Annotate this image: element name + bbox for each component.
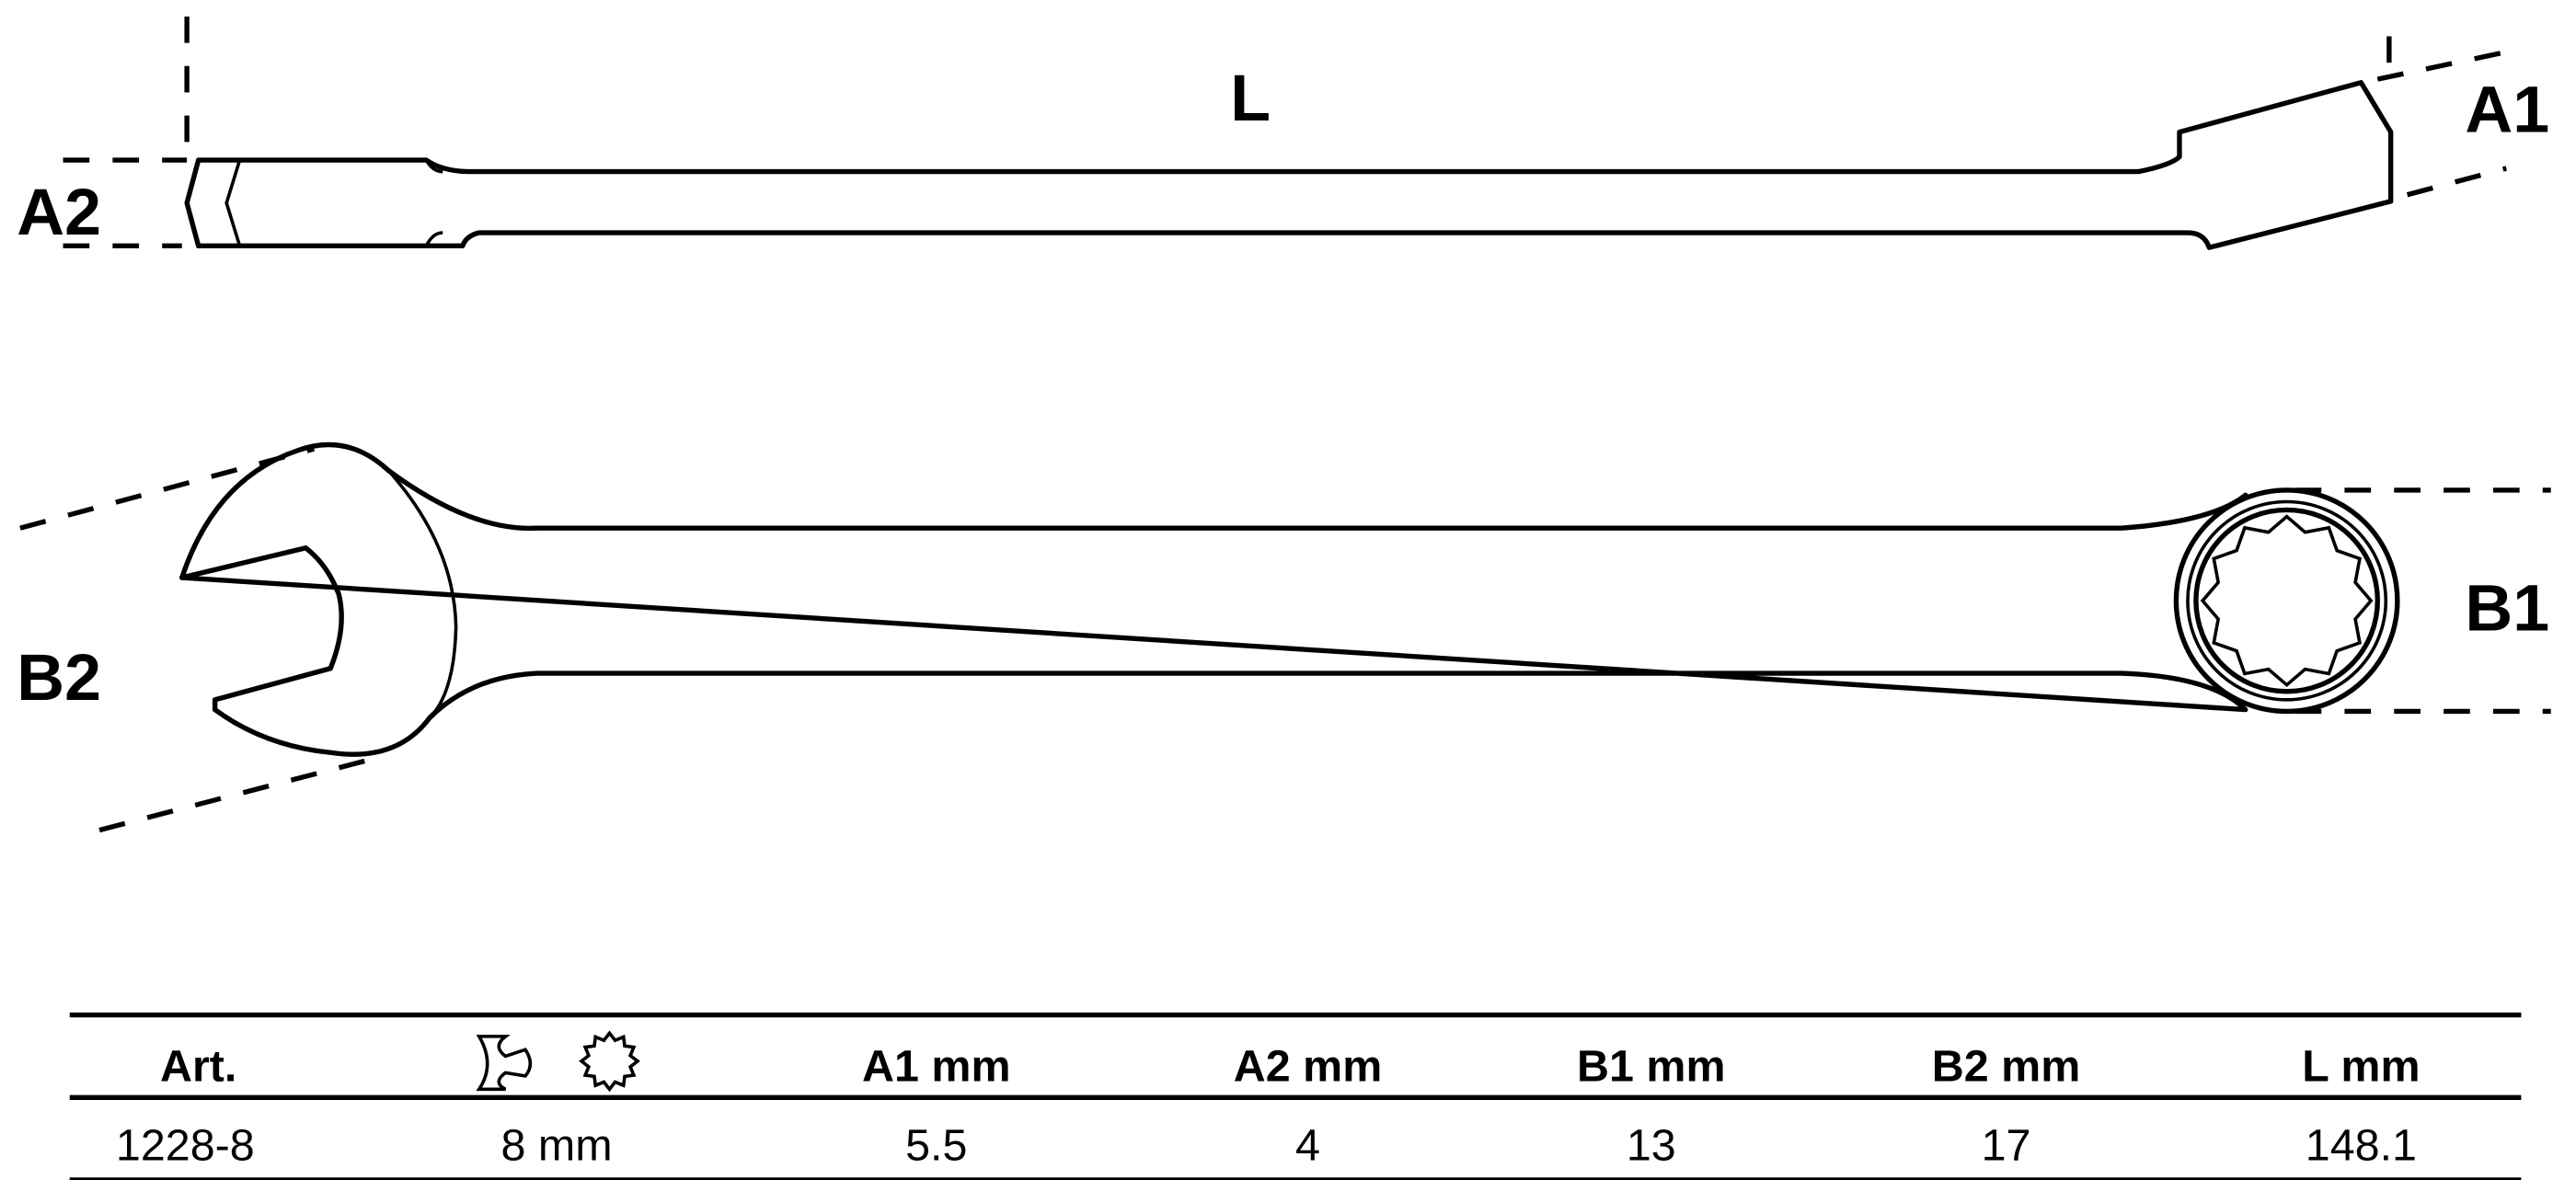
open-end-wrench-icon: [476, 1035, 533, 1092]
dimension-label-A2: A2: [17, 176, 101, 249]
spec-table: Art. A1 mm A2 mm B1 mm B2 mm L mm 1228-8…: [69, 1012, 2522, 1180]
dimension-label-L: L: [1230, 62, 1271, 135]
header-b2: B2 mm: [1932, 1041, 2081, 1091]
cell-a2: 4: [1295, 1120, 1320, 1170]
header-a1: A1 mm: [862, 1041, 1011, 1091]
twelve-point-ring-icon: [579, 1030, 640, 1093]
cell-b2: 17: [1982, 1120, 2031, 1170]
dimension-label-B1: B1: [2465, 571, 2549, 645]
header-art: Art.: [160, 1041, 236, 1091]
dimension-label-A1: A1: [2465, 74, 2549, 147]
wrench-top-view: [19, 441, 2551, 833]
cell-size: 8 mm: [501, 1120, 613, 1170]
dimension-label-B2: B2: [17, 641, 101, 715]
table-row: 1228-8 8 mm 5.5 4 13 17 148.1: [116, 1120, 2417, 1170]
cell-art: 1228-8: [116, 1120, 255, 1170]
header-l: L mm: [2302, 1041, 2420, 1091]
cell-b1: 13: [1627, 1120, 1676, 1170]
cell-l: 148.1: [2306, 1120, 2417, 1170]
wrench-side-view: [63, 16, 2519, 250]
header-a2: A2 mm: [1234, 1041, 1383, 1091]
header-b1: B1 mm: [1577, 1041, 1726, 1091]
cell-a1: 5.5: [905, 1120, 967, 1170]
